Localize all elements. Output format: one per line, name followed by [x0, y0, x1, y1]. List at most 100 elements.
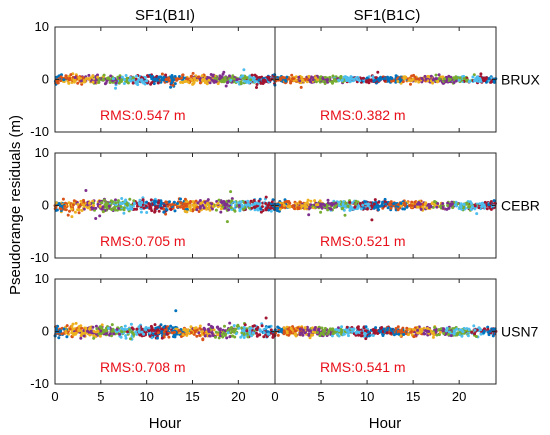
- data-point: [142, 206, 146, 210]
- data-point: [79, 334, 83, 338]
- data-point: [333, 78, 337, 82]
- data-point: [251, 203, 254, 207]
- data-point: [297, 75, 301, 79]
- data-point: [386, 77, 389, 81]
- data-point: [216, 82, 220, 86]
- data-point: [101, 210, 105, 213]
- data-point: [381, 334, 385, 337]
- data-point: [186, 328, 190, 332]
- data-point: [256, 326, 260, 329]
- data-point: [135, 74, 138, 78]
- data-point: [413, 200, 417, 204]
- data-point: [224, 84, 228, 88]
- x-tick-label: 20: [231, 389, 245, 404]
- data-point: [135, 207, 139, 211]
- data-point: [68, 209, 71, 213]
- data-point: [398, 77, 402, 81]
- data-point: [84, 77, 88, 81]
- data-point: [269, 209, 273, 213]
- data-point: [385, 328, 389, 332]
- data-point: [316, 203, 320, 207]
- data-point: [360, 331, 364, 335]
- data-point: [467, 328, 471, 332]
- data-point: [86, 206, 90, 210]
- data-point: [470, 202, 473, 205]
- scatter-points-cebr-0: [53, 189, 277, 224]
- data-point: [61, 197, 65, 201]
- data-point: [57, 202, 61, 206]
- data-point: [197, 331, 201, 335]
- data-point: [359, 207, 363, 211]
- data-point: [193, 330, 197, 334]
- data-point: [194, 203, 198, 207]
- data-point: [154, 332, 158, 336]
- data-point: [303, 331, 307, 335]
- data-point: [356, 200, 360, 204]
- data-point: [77, 76, 81, 80]
- data-point: [73, 76, 77, 79]
- data-point: [334, 204, 337, 208]
- data-point: [228, 74, 231, 78]
- data-point: [431, 335, 435, 339]
- data-point: [122, 82, 126, 85]
- data-point: [486, 325, 490, 329]
- data-point: [271, 333, 275, 336]
- data-point: [92, 334, 96, 338]
- data-point: [120, 326, 124, 330]
- data-point: [214, 208, 218, 212]
- data-point: [72, 199, 76, 203]
- data-point: [216, 333, 220, 337]
- data-point: [207, 204, 211, 208]
- data-point: [285, 75, 289, 79]
- data-point: [208, 81, 212, 85]
- data-point: [294, 78, 298, 82]
- data-point: [162, 210, 166, 214]
- data-point: [400, 328, 404, 332]
- data-point: [107, 326, 111, 330]
- y-tick-label: 0: [42, 72, 49, 87]
- data-point: [181, 73, 185, 77]
- data-point: [91, 74, 95, 78]
- data-point: [431, 331, 435, 335]
- data-point: [137, 325, 141, 329]
- data-point: [407, 333, 411, 336]
- data-point: [251, 78, 255, 82]
- data-point: [137, 330, 141, 334]
- data-point: [265, 335, 269, 338]
- data-point: [227, 327, 231, 331]
- data-point: [431, 78, 435, 82]
- data-point: [94, 217, 98, 220]
- data-point: [479, 332, 483, 336]
- data-point: [250, 206, 254, 210]
- data-point: [474, 78, 478, 82]
- data-point: [467, 80, 471, 83]
- data-point: [138, 328, 142, 332]
- data-point: [233, 335, 237, 339]
- data-point: [166, 204, 170, 208]
- data-point: [163, 328, 167, 332]
- data-point: [426, 326, 429, 330]
- data-point: [98, 214, 102, 218]
- data-point: [337, 78, 341, 82]
- scatter-points-brux-0: [53, 68, 277, 90]
- data-point: [339, 75, 343, 78]
- data-point: [255, 328, 259, 332]
- data-point: [389, 331, 393, 335]
- station-label-cebr: CEBR: [501, 198, 540, 214]
- data-point: [191, 203, 195, 207]
- data-point: [313, 199, 317, 203]
- data-point: [343, 213, 347, 217]
- data-point: [307, 333, 311, 337]
- data-point: [251, 331, 255, 335]
- data-point: [154, 205, 158, 209]
- data-point: [280, 328, 283, 331]
- data-point: [188, 206, 192, 209]
- data-point: [376, 77, 380, 81]
- data-point: [194, 199, 198, 203]
- data-point: [229, 206, 233, 209]
- data-point: [149, 206, 153, 210]
- data-point: [289, 327, 293, 330]
- data-point: [396, 208, 400, 212]
- station-label-brux: BRUX: [501, 72, 541, 88]
- data-point: [64, 74, 68, 78]
